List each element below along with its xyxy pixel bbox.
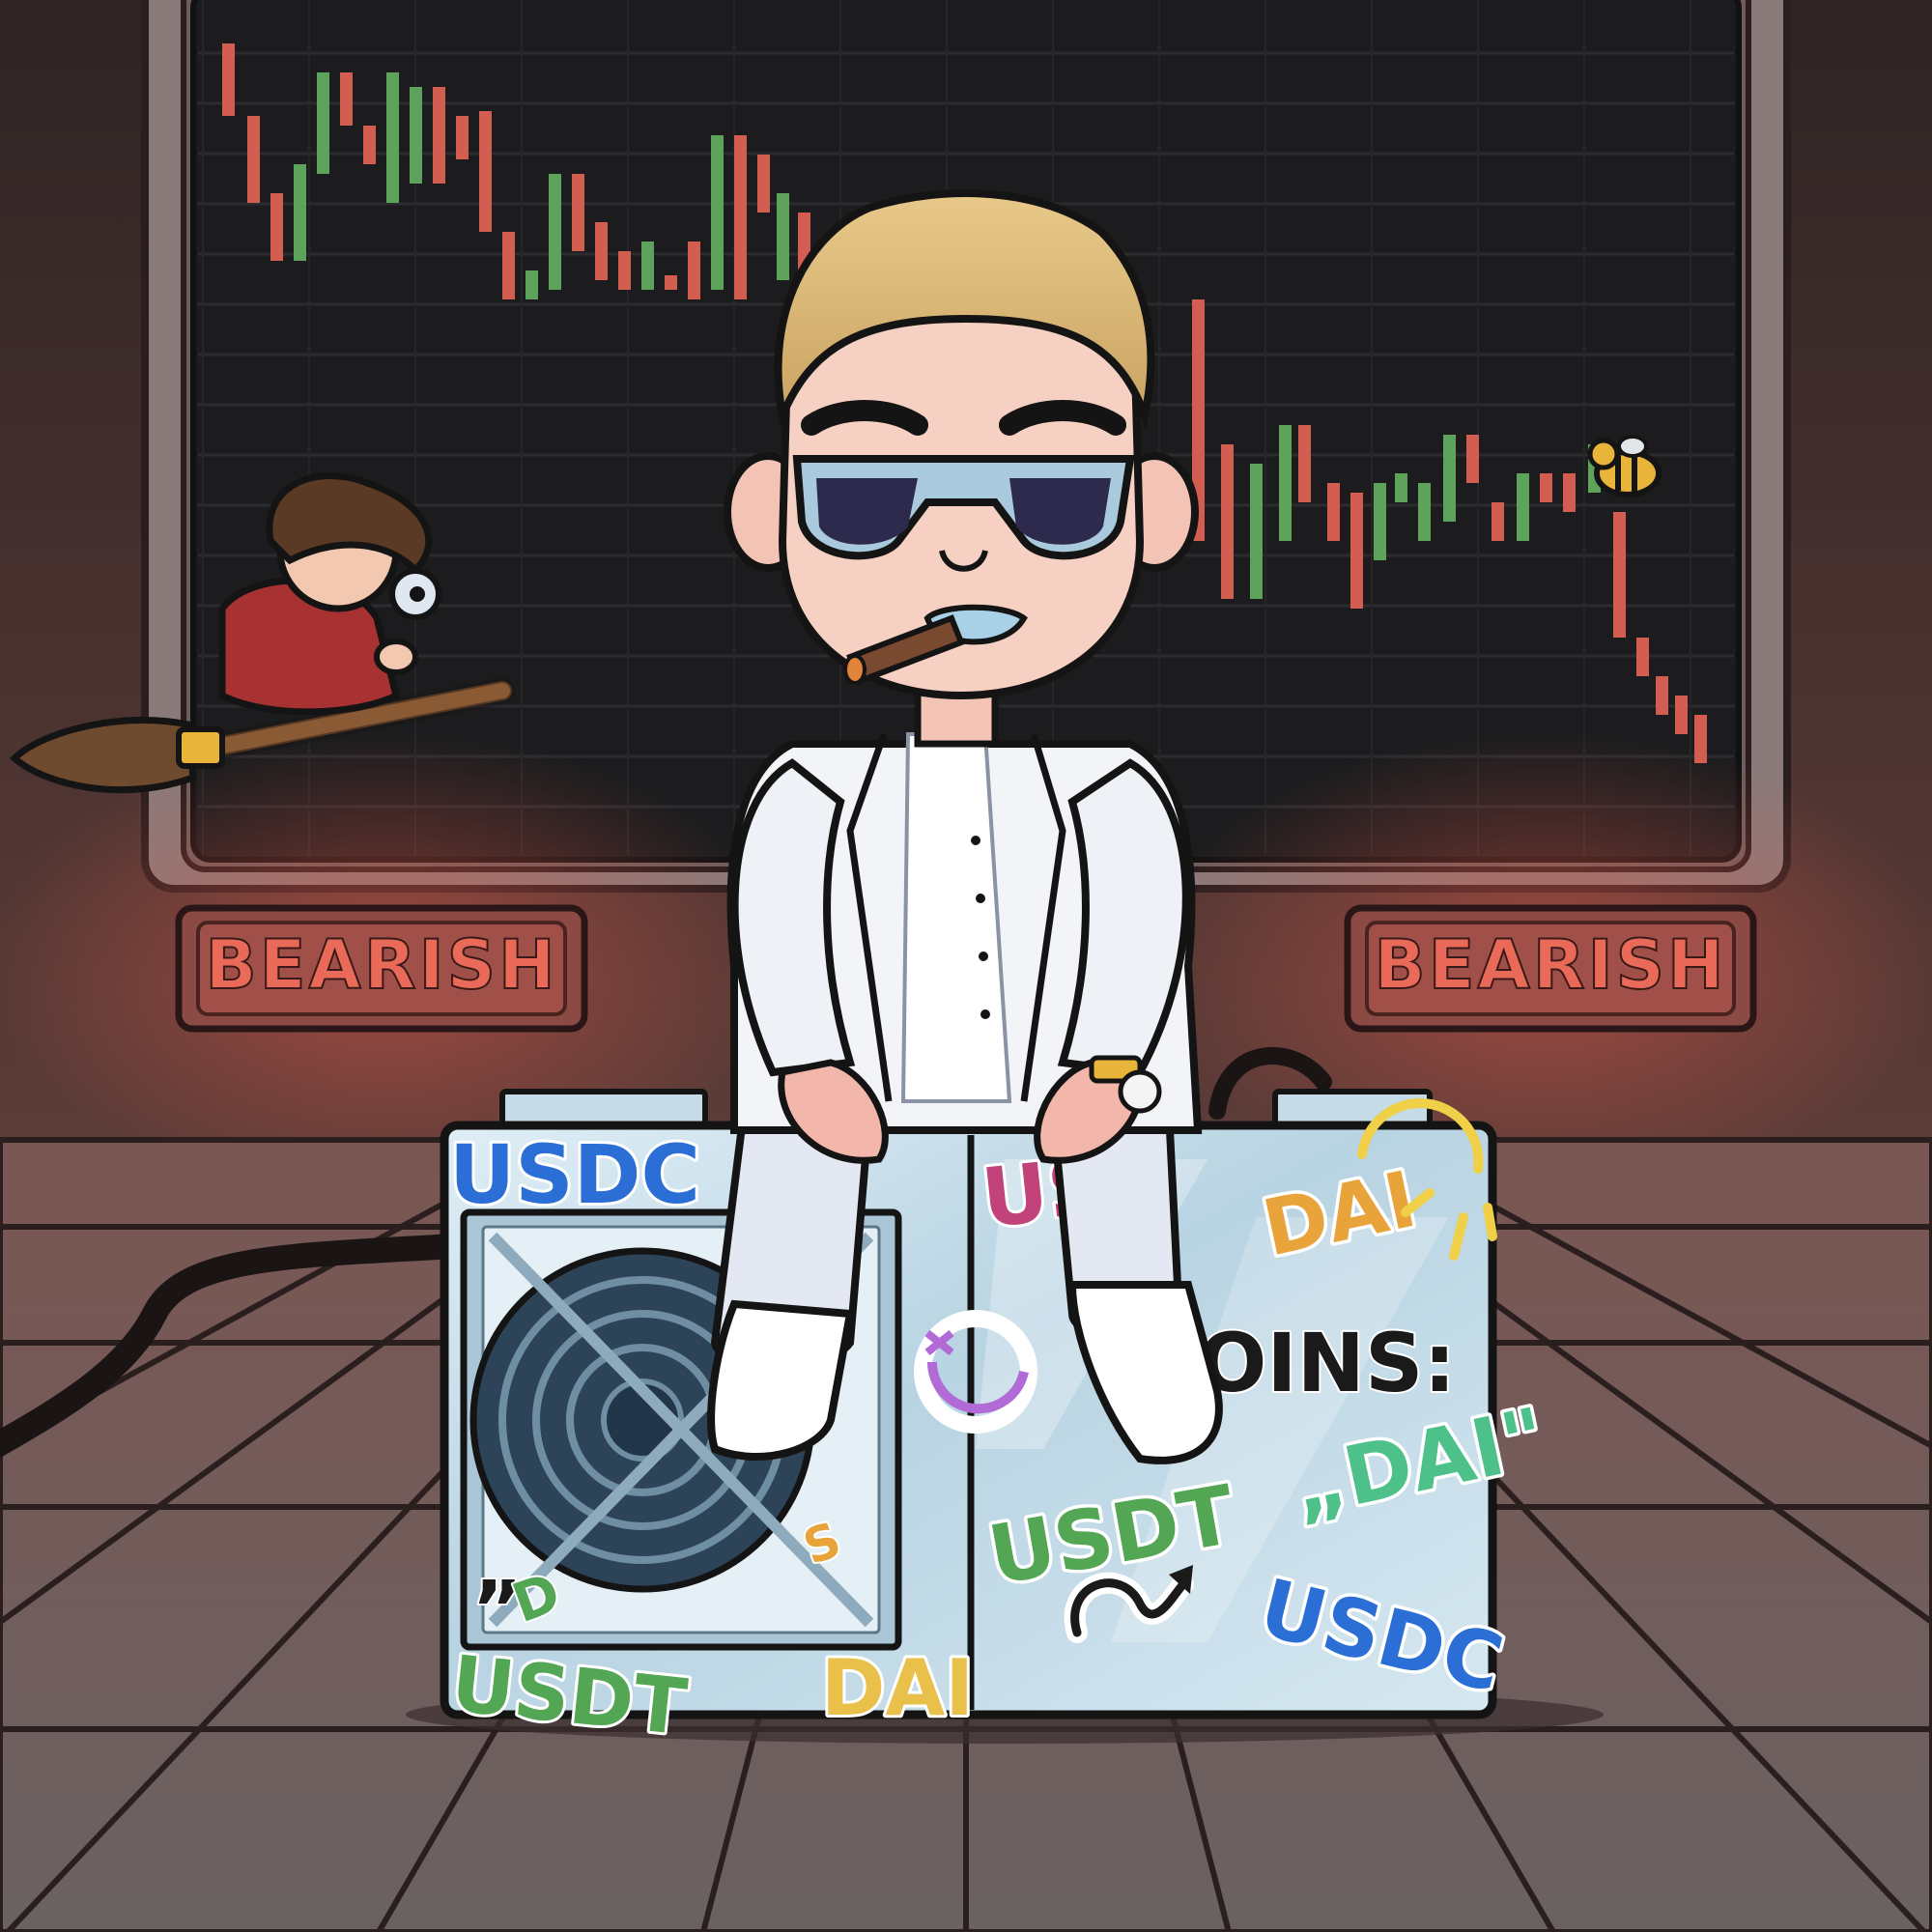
broom-rider-icon — [9, 472, 516, 794]
sunglasses-icon — [792, 455, 1135, 560]
sticker-dai-bottom: DAI — [821, 1643, 974, 1733]
left-arm — [730, 758, 856, 1077]
sticker-coins-partial: OINS: — [1198, 1316, 1456, 1410]
eyebrow-right — [999, 400, 1126, 436]
left-shoe-icon — [707, 1299, 855, 1461]
character-icon — [707, 189, 1223, 1464]
sun-sticker-icon — [1357, 1098, 1497, 1261]
lapel-right — [1020, 732, 1066, 1102]
sign-left-label: BEARISH — [205, 925, 557, 1005]
hair — [774, 189, 1155, 430]
lapel-left — [846, 732, 893, 1102]
shirt-buttons — [971, 836, 990, 1019]
nose — [939, 550, 988, 572]
sticker-quote-mark: „ — [473, 1522, 525, 1612]
smiley-sticker-icon — [914, 1310, 1037, 1434]
gold-watch-icon — [1089, 1055, 1162, 1114]
left-hand — [778, 1059, 889, 1164]
cigar-icon — [843, 614, 965, 685]
sign-right-label: BEARISH — [1374, 925, 1726, 1005]
candlestick-chart — [222, 43, 1707, 763]
right-shoe-icon — [1067, 1281, 1223, 1464]
right-hand — [1034, 1059, 1145, 1164]
bee-icon — [1587, 435, 1662, 497]
sign-right: BEARISH — [1344, 904, 1757, 1033]
eyebrow-left — [801, 400, 928, 436]
sign-left: BEARISH — [175, 904, 588, 1033]
sticker-usdc-top-left: USDC — [449, 1127, 700, 1222]
power-cable — [0, 1234, 467, 1459]
power-cable-top — [1208, 1047, 1332, 1120]
